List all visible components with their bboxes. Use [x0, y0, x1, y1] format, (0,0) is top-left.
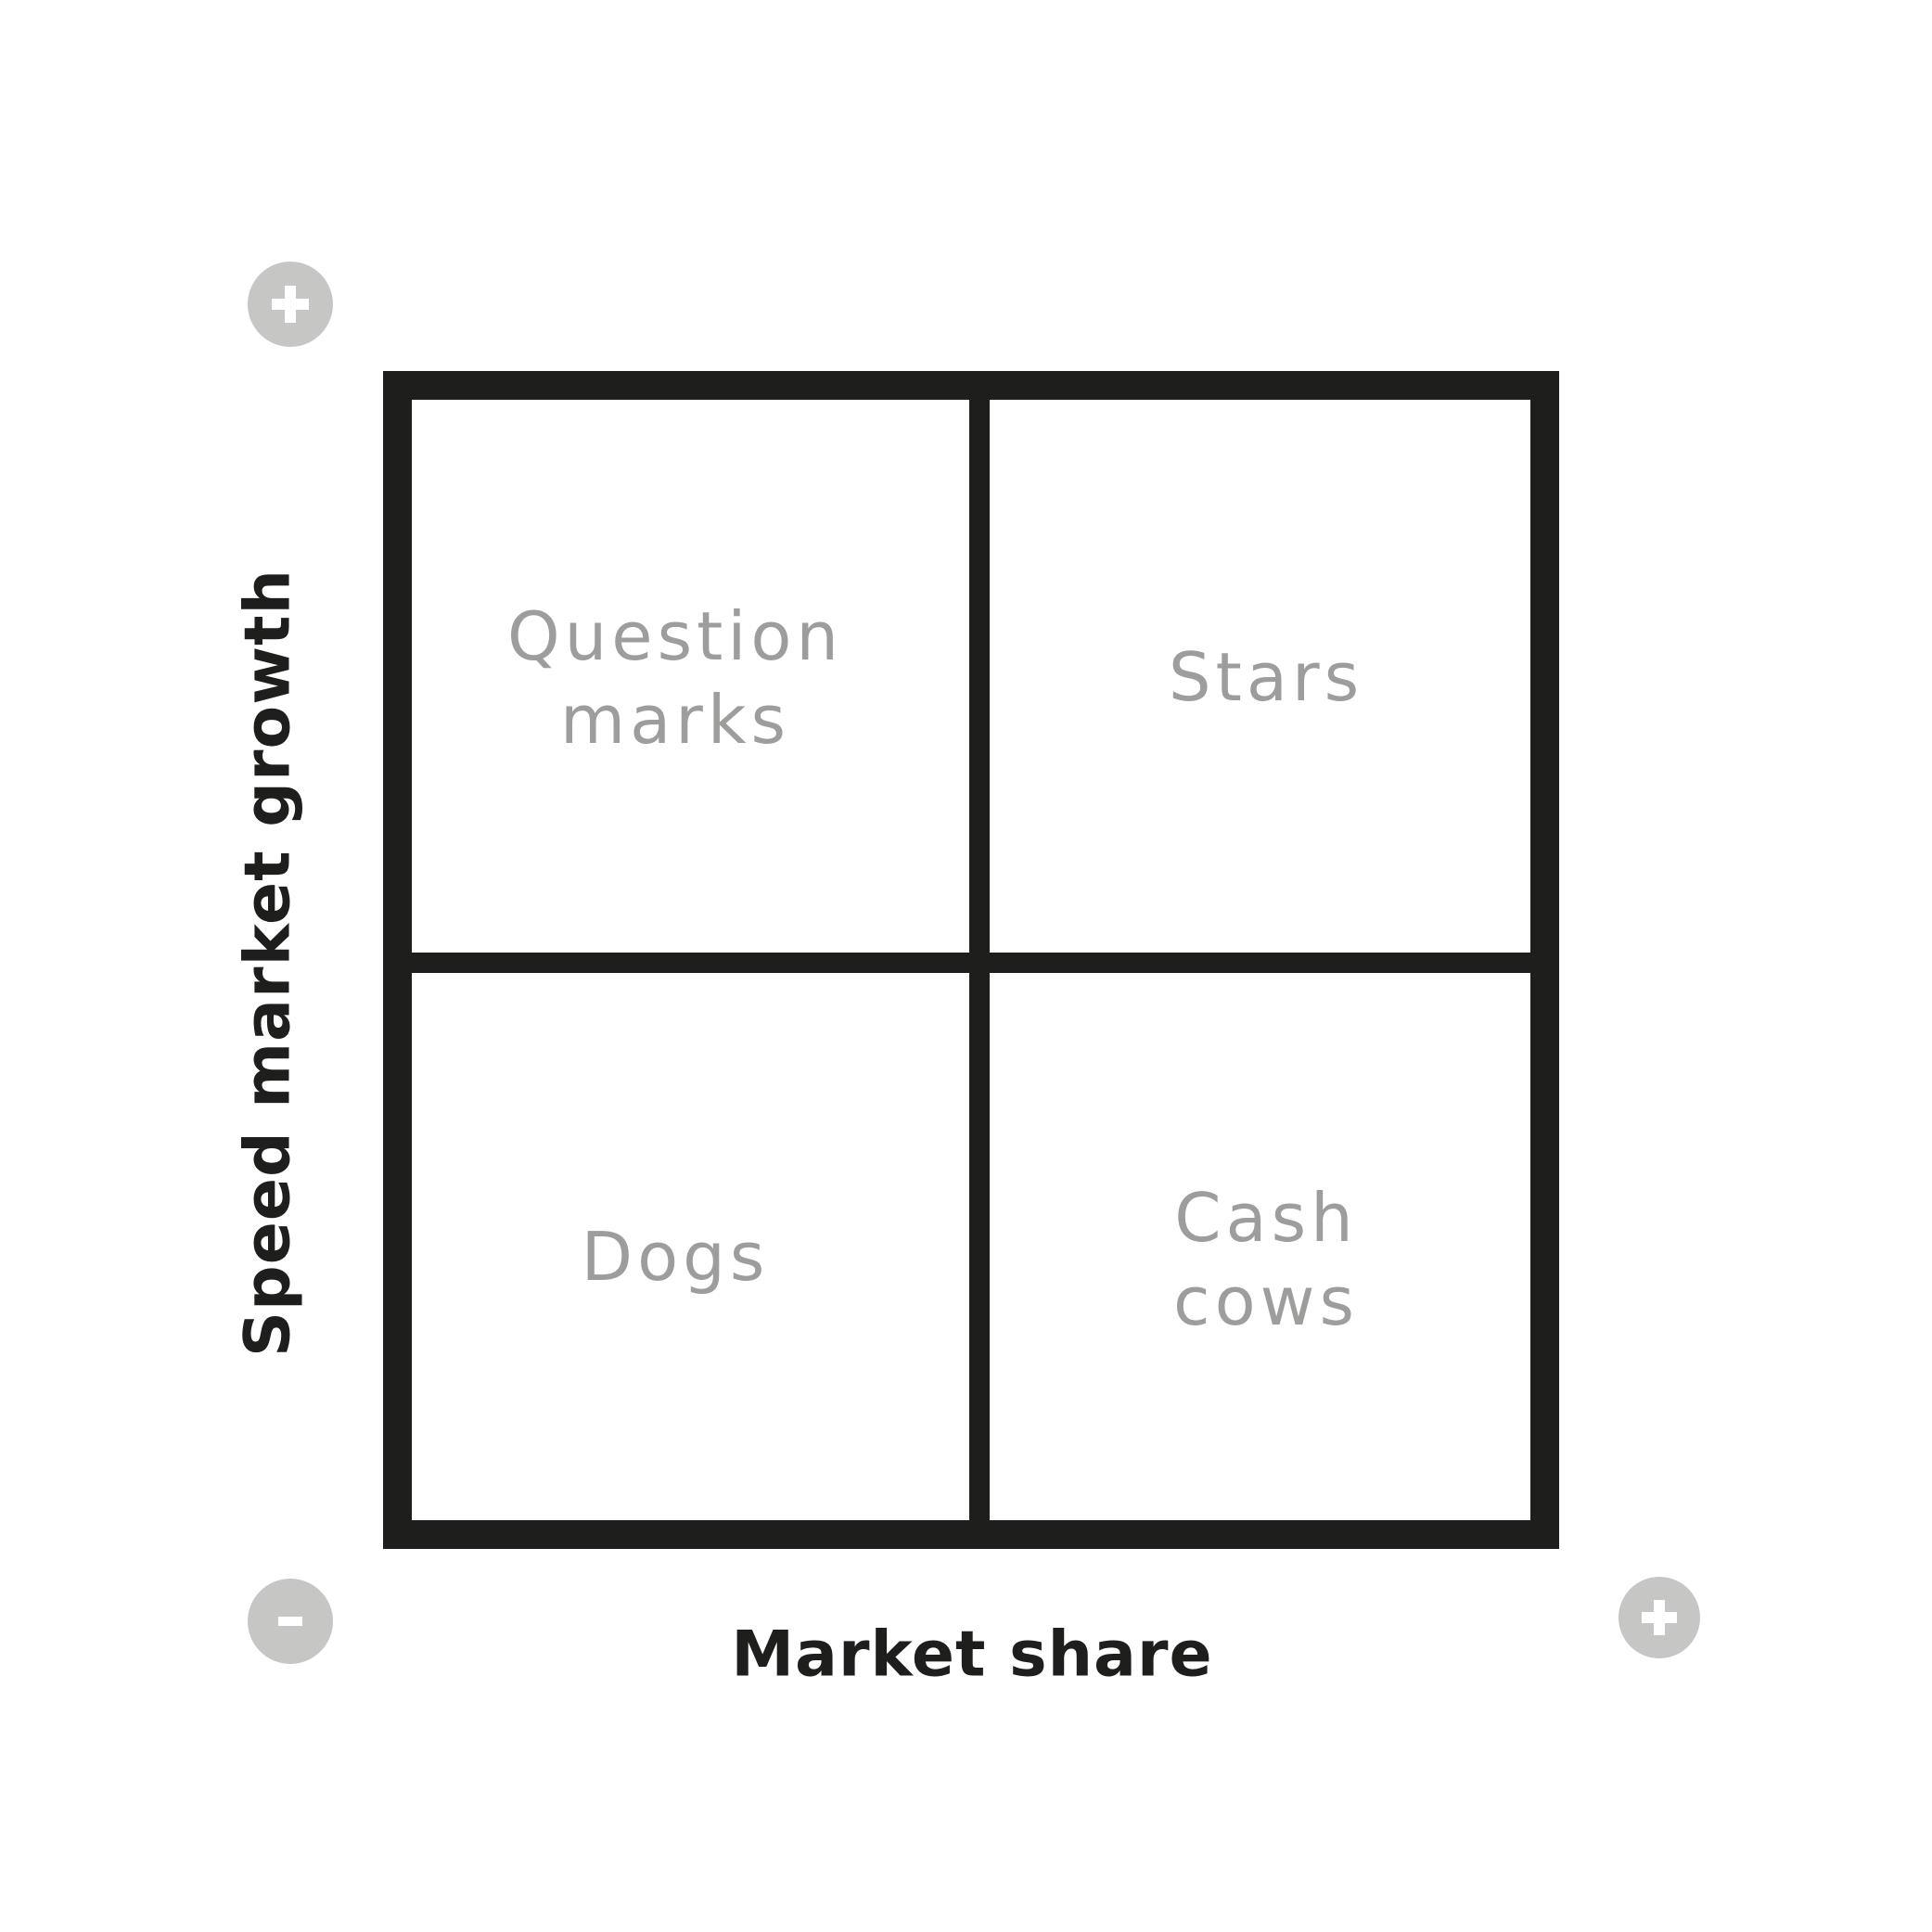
y-axis-label: Speed market growth — [231, 569, 305, 1357]
quadrant-stars-label: Stars — [1168, 638, 1364, 716]
quadrant-question-marks-label: Question marks — [506, 597, 844, 759]
origin-minus-icon — [248, 1579, 333, 1664]
x-axis-label: Market share — [731, 1618, 1213, 1692]
quadrant-dogs-label: Dogs — [581, 1218, 770, 1296]
horizontal-divider — [385, 953, 1557, 973]
y-axis-plus-icon — [248, 262, 333, 347]
x-axis-plus-icon — [1619, 1577, 1700, 1658]
quadrant-cash-cows-label: Cash cows — [1172, 1179, 1360, 1340]
